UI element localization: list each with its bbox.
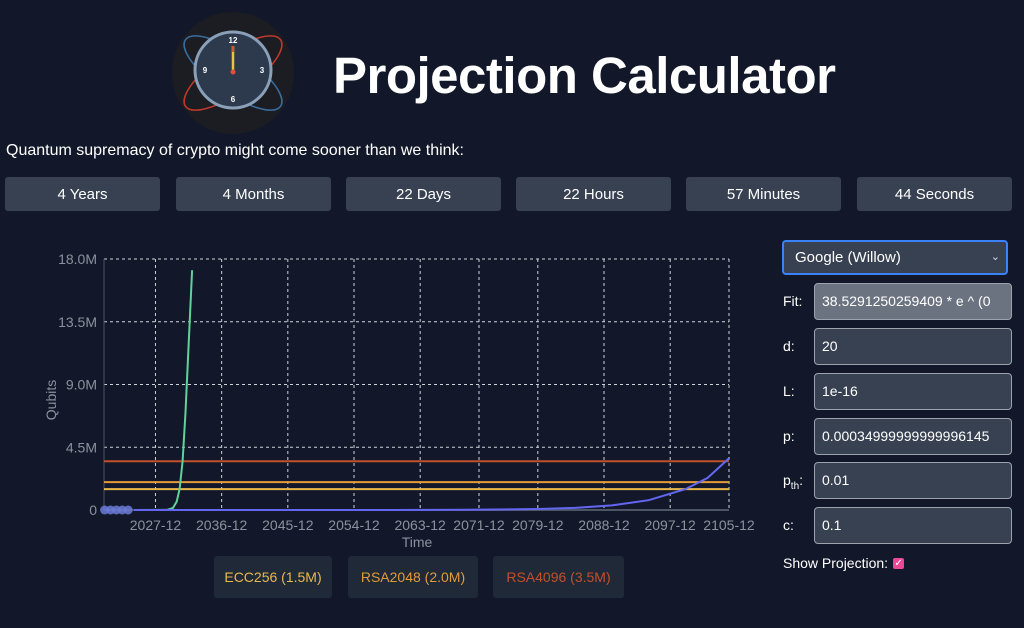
- l-input[interactable]: 1e-16: [814, 373, 1012, 410]
- d-row: d: 20: [782, 328, 1014, 366]
- legend-label: RSA4096 (3.5M): [506, 569, 611, 585]
- pth-input[interactable]: 0.01: [814, 462, 1012, 499]
- legend-rsa2048[interactable]: RSA2048 (2.0M): [348, 556, 478, 598]
- x-tick-label: 2063-12: [394, 517, 446, 533]
- show-projection-checkbox[interactable]: ✓: [893, 557, 905, 569]
- y-tick-label: 13.5M: [58, 314, 97, 330]
- y-tick-label: 18.0M: [58, 251, 97, 267]
- p-row: p: 0.00034999999999996145: [782, 418, 1014, 456]
- x-tick-label: 2027-12: [130, 517, 182, 533]
- fit-label: Fit:: [783, 293, 803, 309]
- model-select[interactable]: Google (Willow) ⌄: [782, 240, 1008, 275]
- clock-6: 6: [231, 95, 236, 104]
- clock-logo: 12 3 6 9: [172, 12, 294, 134]
- legend-label: RSA2048 (2.0M): [360, 569, 466, 585]
- legend-rsa4096[interactable]: RSA4096 (3.5M): [493, 556, 624, 598]
- x-tick-label: 2036-12: [196, 517, 248, 533]
- y-tick-label: 9.0M: [66, 377, 97, 393]
- x-axis-title: Time: [402, 534, 433, 550]
- p-label: p:: [783, 428, 795, 444]
- d-input[interactable]: 20: [814, 328, 1012, 365]
- countdown-hours: 22 Hours: [516, 177, 671, 211]
- y-tick-label: 0: [89, 502, 97, 518]
- countdown-minutes: 57 Minutes: [686, 177, 841, 211]
- countdown-days: 22 Days: [346, 177, 501, 211]
- x-tick-label: 2088-12: [578, 517, 630, 533]
- fit-row: Fit: 38.5291250259409 * e ^ (0: [782, 283, 1014, 321]
- x-tick-label: 2097-12: [644, 517, 696, 533]
- y-tick-label: 4.5M: [66, 439, 97, 455]
- show-projection-label: Show Projection:: [783, 555, 889, 571]
- series-line-1: [133, 270, 194, 511]
- legend-label: ECC256 (1.5M): [224, 569, 322, 585]
- model-select-value: Google (Willow): [795, 249, 901, 266]
- page-title: Projection Calculator: [333, 47, 836, 104]
- show-projection: Show Projection: ✓: [783, 555, 905, 571]
- pth-row: pth: 0.01: [782, 462, 1014, 500]
- d-label: d:: [783, 338, 795, 354]
- countdown-seconds: 44 Seconds: [857, 177, 1012, 211]
- x-tick-label: 2105-12: [703, 517, 755, 533]
- p-input[interactable]: 0.00034999999999996145: [814, 418, 1012, 455]
- y-axis-title: Qubits: [43, 380, 59, 420]
- l-row: L: 1e-16: [782, 373, 1014, 411]
- data-point: [123, 505, 133, 515]
- chevron-down-icon: ⌄: [990, 251, 1000, 263]
- clock-9: 9: [203, 66, 208, 75]
- x-tick-label: 2079-12: [512, 517, 564, 533]
- projection-chart: 0 4.5M 9.0M 13.5M 18.0M 2027-12 2036-12 2045-12…: [43, 251, 755, 550]
- c-input[interactable]: 0.1: [814, 507, 1012, 544]
- pth-label: pth:: [783, 472, 804, 492]
- series-line-2: [134, 457, 730, 511]
- x-tick-label: 2045-12: [262, 517, 314, 533]
- l-label: L:: [783, 383, 795, 399]
- clock-icon: 12 3 6 9: [183, 30, 283, 111]
- c-label: c:: [783, 517, 794, 533]
- legend-ecc256[interactable]: ECC256 (1.5M): [214, 556, 332, 598]
- countdown-months: 4 Months: [176, 177, 331, 211]
- fit-input[interactable]: 38.5291250259409 * e ^ (0: [814, 283, 1012, 320]
- c-row: c: 0.1: [782, 507, 1014, 545]
- x-tick-label: 2054-12: [328, 517, 380, 533]
- subtitle: Quantum supremacy of crypto might come s…: [6, 142, 464, 159]
- clock-12: 12: [229, 36, 238, 45]
- x-tick-label: 2071-12: [453, 517, 505, 533]
- countdown-years: 4 Years: [5, 177, 160, 211]
- clock-3: 3: [260, 66, 265, 75]
